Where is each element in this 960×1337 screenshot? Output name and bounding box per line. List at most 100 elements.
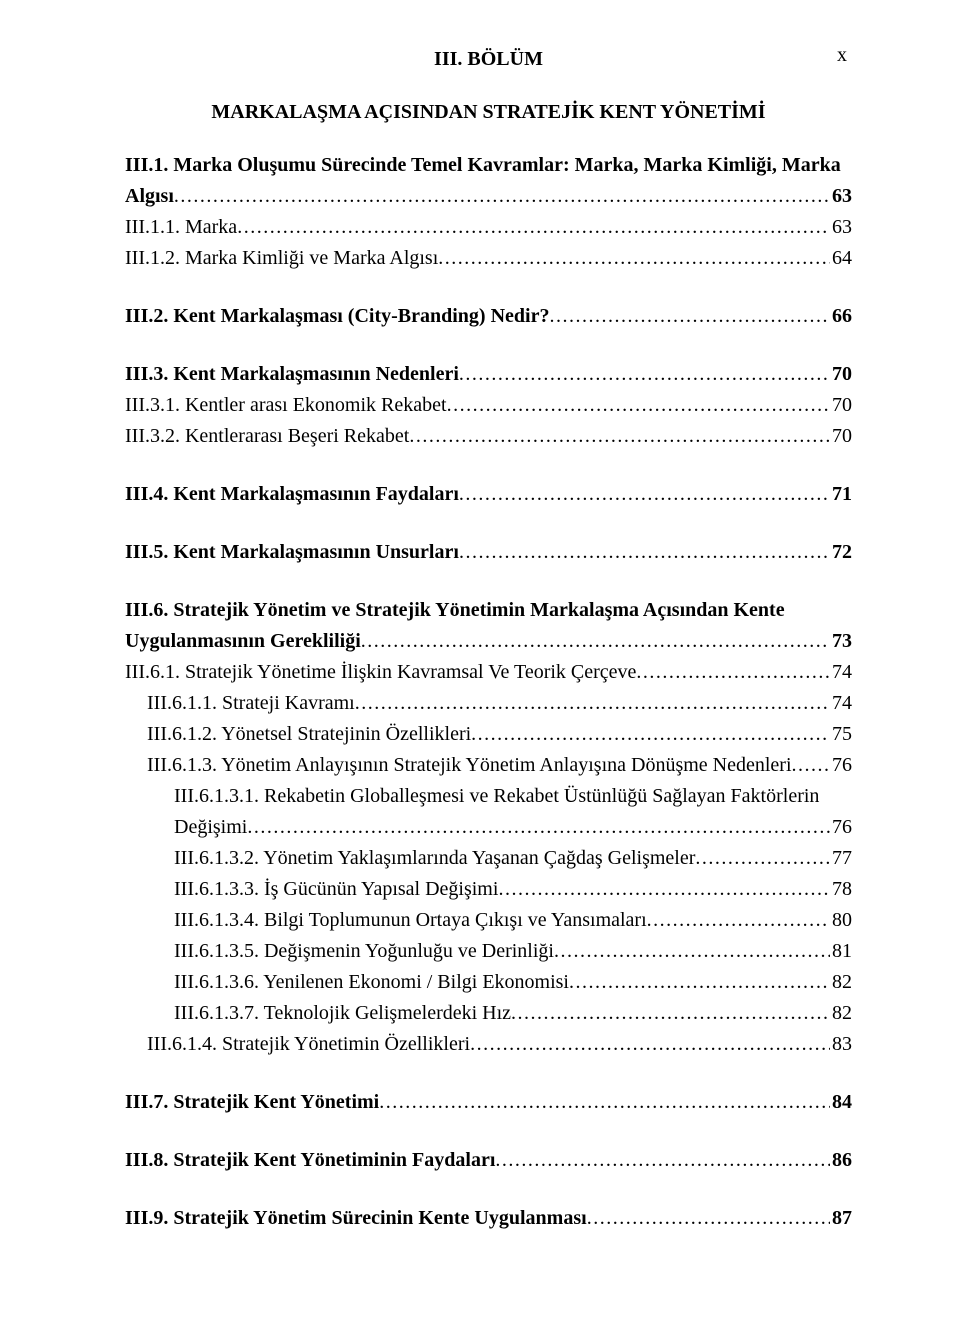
toc-entry: Uygulanmasının Gerekliliği73 <box>125 626 852 657</box>
toc-label: Değişimi <box>174 812 247 843</box>
toc-label: III.6.1.3.1. Rekabetin Globalleşmesi ve … <box>174 785 819 807</box>
toc-entry: III.6.1.3.3. İş Gücünün Yapısal Değişimi… <box>125 874 852 905</box>
toc-leader <box>549 301 830 332</box>
section-title: MARKALAŞMA AÇISINDAN STRATEJİK KENT YÖNE… <box>125 101 852 124</box>
toc-leader <box>554 936 830 967</box>
toc-page: 86 <box>830 1145 852 1176</box>
toc-label: III.5. Kent Markalaşmasının Unsurları <box>125 537 459 568</box>
toc-page: 63 <box>830 212 852 243</box>
page: x III. BÖLÜM MARKALAŞMA AÇISINDAN STRATE… <box>0 0 960 1337</box>
toc-entry: III.1.1. Marka 63 <box>125 212 852 243</box>
toc-page: 63 <box>830 181 852 212</box>
toc-leader <box>459 359 830 390</box>
toc-page: 74 <box>830 688 852 719</box>
toc-leader <box>587 1203 830 1234</box>
toc-entry: III.6.1.3.7. Teknolojik Gelişmelerdeki H… <box>125 998 852 1029</box>
toc-entry: III.6.1.2. Yönetsel Stratejinin Özellikl… <box>125 719 852 750</box>
toc-leader <box>247 812 830 843</box>
toc-label: III.6.1.3.4. Bilgi Toplumunun Ortaya Çık… <box>174 905 647 936</box>
toc-entry-line: III.6.1.3.1. Rekabetin Globalleşmesi ve … <box>125 781 852 812</box>
toc-entry-line: III.1. Marka Oluşumu Sürecinde Temel Kav… <box>125 150 852 181</box>
toc-leader <box>495 1145 830 1176</box>
toc-page: 87 <box>830 1203 852 1234</box>
toc-entry: III.3. Kent Markalaşmasının Nedenleri70 <box>125 359 852 390</box>
toc-page: 70 <box>830 421 852 452</box>
toc-label: III.3.1. Kentler arası Ekonomik Rekabet <box>125 390 447 421</box>
toc-entry: III.9. Stratejik Yönetim Sürecinin Kente… <box>125 1203 852 1234</box>
toc-entry: III.6.1.3.2. Yönetim Yaklaşımlarında Yaş… <box>125 843 852 874</box>
toc-page: 76 <box>830 750 852 781</box>
toc-leader <box>409 421 830 452</box>
toc-leader <box>361 626 830 657</box>
toc-leader <box>237 212 830 243</box>
toc-leader <box>379 1087 830 1118</box>
toc-label: III.8. Stratejik Kent Yönetiminin Faydal… <box>125 1145 495 1176</box>
toc-leader <box>792 750 830 781</box>
toc-leader <box>459 537 830 568</box>
toc-page: 66 <box>830 301 852 332</box>
toc-entry: III.2. Kent Markalaşması (City-Branding)… <box>125 301 852 332</box>
toc-page: 84 <box>830 1087 852 1118</box>
toc-entry: Değişimi 76 <box>125 812 852 843</box>
toc-entry: III.6.1. Stratejik Yönetime İlişkin Kavr… <box>125 657 852 688</box>
toc-label: III.6.1.3.3. İş Gücünün Yapısal Değişimi <box>174 874 498 905</box>
toc-leader <box>447 390 830 421</box>
toc-label: III.6.1.2. Yönetsel Stratejinin Özellikl… <box>147 719 471 750</box>
toc-label: III.6.1.3. Yönetim Anlayışının Stratejik… <box>147 750 792 781</box>
toc-page: 64 <box>830 243 852 274</box>
toc-label: III.6.1.3.2. Yönetim Yaklaşımlarında Yaş… <box>174 843 695 874</box>
toc-label: III.6.1.4. Stratejik Yönetimin Özellikle… <box>147 1029 470 1060</box>
toc-label: III.6. Stratejik Yönetim ve Stratejik Yö… <box>125 599 785 621</box>
toc-entry: III.3.2. Kentlerarası Beşeri Rekabet 70 <box>125 421 852 452</box>
toc-page: 70 <box>830 359 852 390</box>
toc-leader <box>636 657 830 688</box>
toc-page: 82 <box>830 998 852 1029</box>
toc-label: III.2. Kent Markalaşması (City-Branding)… <box>125 301 549 332</box>
toc-page: 71 <box>830 479 852 510</box>
toc-page: 81 <box>830 936 852 967</box>
toc-leader <box>695 843 830 874</box>
toc-leader <box>569 967 830 998</box>
toc-entry: III.6.1.3.5. Değişmenin Yoğunluğu ve Der… <box>125 936 852 967</box>
section-heading: III. BÖLÜM <box>125 48 852 71</box>
toc-entry: III.4. Kent Markalaşmasının Faydaları 71 <box>125 479 852 510</box>
toc-label: III.6.1.3.7. Teknolojik Gelişmelerdeki H… <box>174 998 511 1029</box>
toc-leader <box>498 874 830 905</box>
toc-leader <box>471 719 830 750</box>
toc-entry: III.6.1.3. Yönetim Anlayışının Stratejik… <box>125 750 852 781</box>
toc-entry: III.6.1.1. Strateji Kavramı74 <box>125 688 852 719</box>
toc-entry-line: III.6. Stratejik Yönetim ve Stratejik Yö… <box>125 595 852 626</box>
toc-leader <box>438 243 830 274</box>
toc-label: III.4. Kent Markalaşmasının Faydaları <box>125 479 459 510</box>
toc-entry: III.6.1.3.4. Bilgi Toplumunun Ortaya Çık… <box>125 905 852 936</box>
toc-leader <box>355 688 830 719</box>
toc-entry: III.1.2. Marka Kimliği ve Marka Algısı64 <box>125 243 852 274</box>
toc-entry: III.7. Stratejik Kent Yönetimi 84 <box>125 1087 852 1118</box>
toc-page: 72 <box>830 537 852 568</box>
toc-entry: III.6.1.4. Stratejik Yönetimin Özellikle… <box>125 1029 852 1060</box>
toc-label: Uygulanmasının Gerekliliği <box>125 626 361 657</box>
toc-label: III.6.1.3.5. Değişmenin Yoğunluğu ve Der… <box>174 936 554 967</box>
toc-page: 83 <box>830 1029 852 1060</box>
toc-label: III.1. Marka Oluşumu Sürecinde Temel Kav… <box>125 154 841 176</box>
toc-label: III.1.1. Marka <box>125 212 237 243</box>
table-of-contents: III.1. Marka Oluşumu Sürecinde Temel Kav… <box>125 150 852 1234</box>
toc-leader <box>459 479 830 510</box>
toc-page: 76 <box>830 812 852 843</box>
toc-leader <box>174 181 830 212</box>
toc-page: 70 <box>830 390 852 421</box>
toc-leader <box>511 998 830 1029</box>
toc-label: Algısı <box>125 181 174 212</box>
toc-leader <box>647 905 830 936</box>
toc-entry: III.5. Kent Markalaşmasının Unsurları 72 <box>125 537 852 568</box>
toc-label: III.6.1. Stratejik Yönetime İlişkin Kavr… <box>125 657 636 688</box>
toc-entry: III.3.1. Kentler arası Ekonomik Rekabet 7… <box>125 390 852 421</box>
toc-leader <box>470 1029 830 1060</box>
toc-entry: Algısı 63 <box>125 181 852 212</box>
toc-page: 74 <box>830 657 852 688</box>
toc-page: 78 <box>830 874 852 905</box>
toc-label: III.3.2. Kentlerarası Beşeri Rekabet <box>125 421 409 452</box>
page-marker: x <box>837 44 847 67</box>
toc-label: III.7. Stratejik Kent Yönetimi <box>125 1087 379 1118</box>
toc-page: 82 <box>830 967 852 998</box>
